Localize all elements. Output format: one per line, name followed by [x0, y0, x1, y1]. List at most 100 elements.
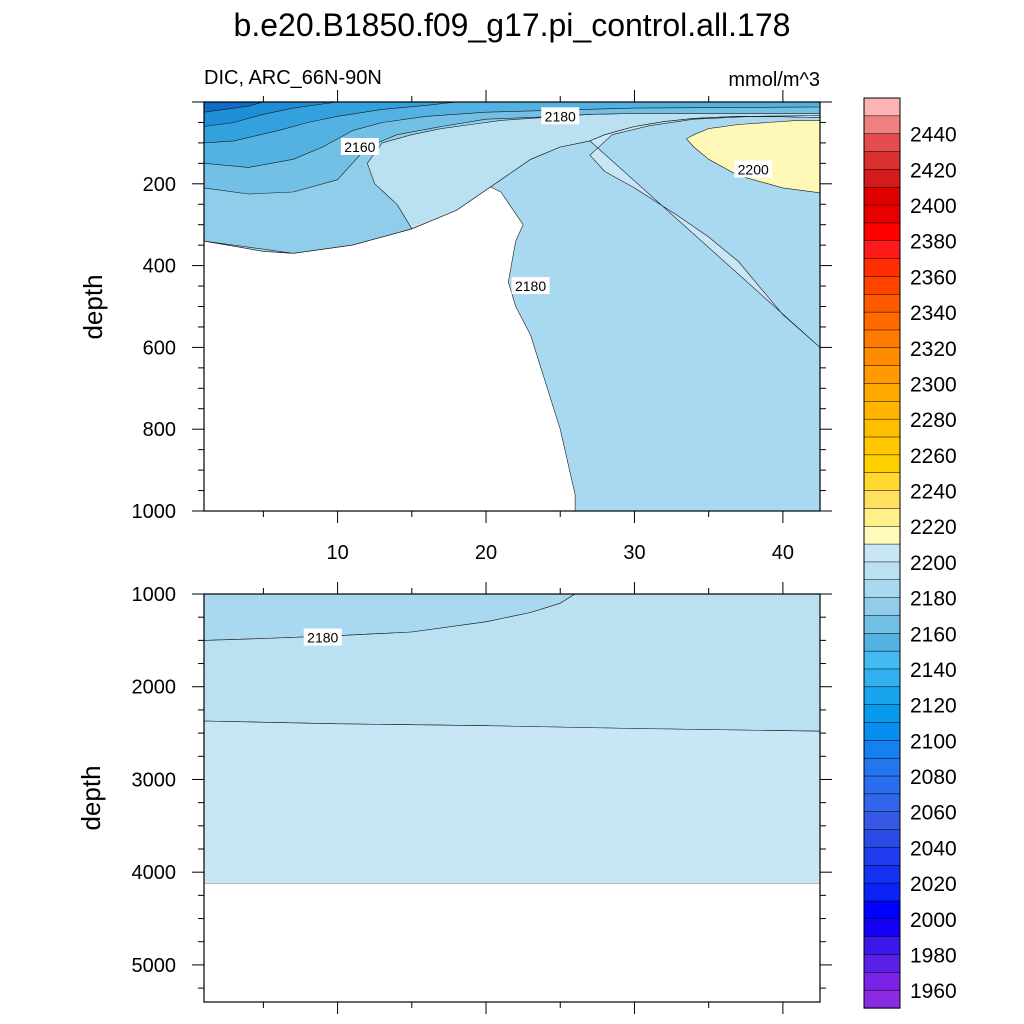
- colorbar-swatch: [863, 401, 901, 420]
- colorbar: 2440 2420 2400 2380 2360 2340 2320 2300 2280 2260…: [863, 97, 957, 1009]
- colorbar-label: 2040: [910, 837, 957, 860]
- x-tick-label: 10: [326, 542, 348, 564]
- colorbar-swatch: [863, 383, 901, 402]
- x-tick-label: 20: [475, 542, 497, 564]
- contour-label-bg: [340, 137, 379, 155]
- colorbar-swatch: [863, 775, 901, 795]
- colorbar-label: 2020: [910, 873, 957, 896]
- colorbar-swatch: [863, 133, 901, 153]
- upper-contour-panel: 2160 2180 2180 2200 200 400 600 800 1000 10 20 30 40: [132, 90, 832, 564]
- colorbar-swatch: [863, 811, 901, 831]
- colorbar-swatch: [863, 972, 901, 991]
- y-tick-label: 1000: [132, 584, 177, 606]
- contour-region-2180-2190: [589, 115, 820, 348]
- contour-region-2140-2150: [204, 102, 820, 168]
- x-tick-label: 30: [623, 542, 645, 564]
- colorbar-swatch: [863, 294, 901, 313]
- colorbar-label: 2420: [910, 159, 957, 182]
- colorbar-swatch: [863, 882, 901, 902]
- colorbar-swatch: [863, 258, 901, 278]
- contour-label: 2180: [541, 107, 580, 125]
- contour-label-text: 2160: [344, 139, 375, 155]
- contour-label-text: 2180: [545, 108, 576, 124]
- contour-label-bg: [734, 160, 773, 178]
- left-subtitle: DIC, ARC_66N-90N: [204, 67, 382, 89]
- colorbar-swatch: [863, 186, 901, 206]
- colorbar-swatch: [863, 900, 901, 920]
- colorbar-label: 2320: [910, 338, 957, 361]
- colorbar-label: 2340: [910, 302, 957, 325]
- colorbar-label: 2060: [910, 802, 957, 825]
- contour-label-bg: [303, 628, 342, 646]
- colorbar-swatch: [863, 97, 901, 117]
- colorbar-swatch: [863, 954, 901, 973]
- colorbar-label: 2240: [910, 481, 957, 504]
- colorbar-swatch: [863, 543, 901, 563]
- y-tick-label: 1000: [132, 501, 177, 523]
- colorbar-label: 2360: [910, 266, 957, 289]
- main-title: b.e20.B1850.f09_g17.pi_control.all.178: [234, 7, 791, 43]
- contour-label: 2180: [511, 277, 550, 295]
- colorbar-swatch: [863, 240, 901, 260]
- y-tick-label: 800: [143, 419, 176, 441]
- colorbar-swatch: [863, 490, 901, 510]
- y-tick-label: 400: [143, 256, 176, 278]
- colorbar-label: 2400: [910, 195, 957, 218]
- colorbar-swatch: [863, 347, 901, 367]
- colorbar-frame: [863, 97, 901, 1009]
- colorbar-label: 2100: [910, 730, 957, 753]
- colorbar-swatch: [863, 204, 901, 224]
- contour-label-bg: [511, 277, 550, 295]
- right-subtitle: mmol/m^3: [728, 69, 820, 91]
- colorbar-label: 1960: [910, 980, 957, 1003]
- colorbar-swatch: [863, 668, 901, 688]
- no-data-region: [204, 883, 820, 1002]
- colorbar-label: 2220: [910, 516, 957, 539]
- colorbar-label: 2200: [910, 552, 957, 575]
- contour-region-2120-2130: [204, 102, 338, 127]
- colorbar-swatch: [863, 418, 901, 438]
- colorbar-label: 2440: [910, 124, 957, 147]
- colorbar-label: 2300: [910, 374, 957, 397]
- y-tick-label: 600: [143, 337, 176, 359]
- x-tick-label: 40: [772, 542, 794, 564]
- colorbar-label: 2180: [910, 588, 957, 611]
- y-tick-label: 200: [143, 174, 176, 196]
- y-tick-label: 2000: [132, 677, 177, 699]
- contour-region-2200-2210: [686, 120, 820, 194]
- colorbar-swatch: [863, 704, 901, 724]
- colorbar-swatch: [863, 222, 901, 242]
- colorbar-swatch: [863, 276, 901, 295]
- colorbar-swatch: [863, 561, 901, 581]
- colorbar-swatch: [863, 793, 901, 813]
- colorbar-label: 2380: [910, 231, 957, 254]
- colorbar-swatch: [863, 436, 901, 456]
- colorbar-swatch: [863, 329, 901, 349]
- lower-contour-panel: 2180 1000 2000 3000 4000 5000: [132, 582, 832, 1014]
- colorbar-swatch: [863, 508, 901, 527]
- colorbar-label: 2140: [910, 659, 957, 682]
- contour-label-text: 2200: [738, 161, 769, 177]
- colorbar-swatch: [863, 169, 901, 188]
- y-tick-label: 3000: [132, 769, 177, 791]
- colorbar-swatch: [863, 115, 901, 135]
- colorbar-swatch: [863, 650, 901, 670]
- colorbar-label: 2000: [910, 909, 957, 932]
- colorbar-swatch: [863, 847, 901, 866]
- upper-y-axis-label: depth: [78, 274, 108, 339]
- plot-frame: [203, 593, 821, 1003]
- colorbar-swatch: [863, 454, 901, 474]
- colorbar-swatch: [863, 579, 901, 599]
- contour-label: 2200: [734, 160, 773, 178]
- colorbar-swatch: [863, 936, 901, 956]
- contour-label-text: 2180: [307, 630, 338, 646]
- contour-label-text: 2180: [515, 278, 546, 294]
- colorbar-label: 2080: [910, 766, 957, 789]
- contour-fill-group: [204, 102, 820, 511]
- contour-region-2100-2120: [204, 102, 264, 113]
- colorbar-swatch: [863, 918, 901, 938]
- colorbar-swatch: [863, 597, 901, 617]
- colorbar-swatch: [863, 829, 901, 849]
- y-tick-label: 4000: [132, 862, 177, 884]
